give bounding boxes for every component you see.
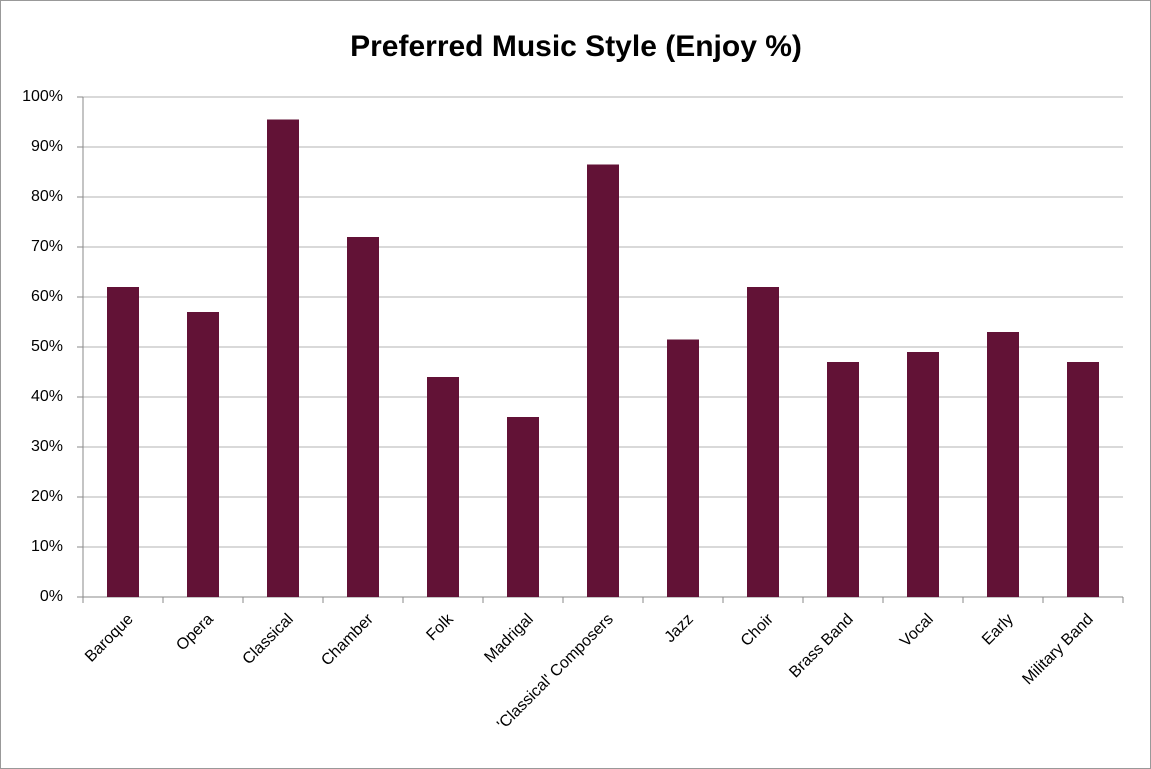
bar [347,237,379,597]
bar [667,339,699,597]
y-tick-label: 70% [31,238,63,255]
y-tick-label: 80% [31,188,63,205]
bar [827,362,859,597]
bar [267,119,299,597]
y-tick-label: 100% [22,88,63,105]
y-tick-label: 30% [31,438,63,455]
bar [747,287,779,597]
bar [907,352,939,597]
bar [427,377,459,597]
y-tick-label: 60% [31,288,63,305]
y-tick-label: 40% [31,388,63,405]
bar [987,332,1019,597]
y-tick-label: 20% [31,488,63,505]
chart-title: Preferred Music Style (Enjoy %) [350,30,802,63]
y-tick-label: 90% [31,138,63,155]
bar [507,417,539,597]
bar [107,287,139,597]
y-tick-label: 10% [31,538,63,555]
y-tick-label: 0% [40,588,63,605]
bar [587,164,619,597]
bar [187,312,219,597]
bar [1067,362,1099,597]
y-tick-label: 50% [31,338,63,355]
